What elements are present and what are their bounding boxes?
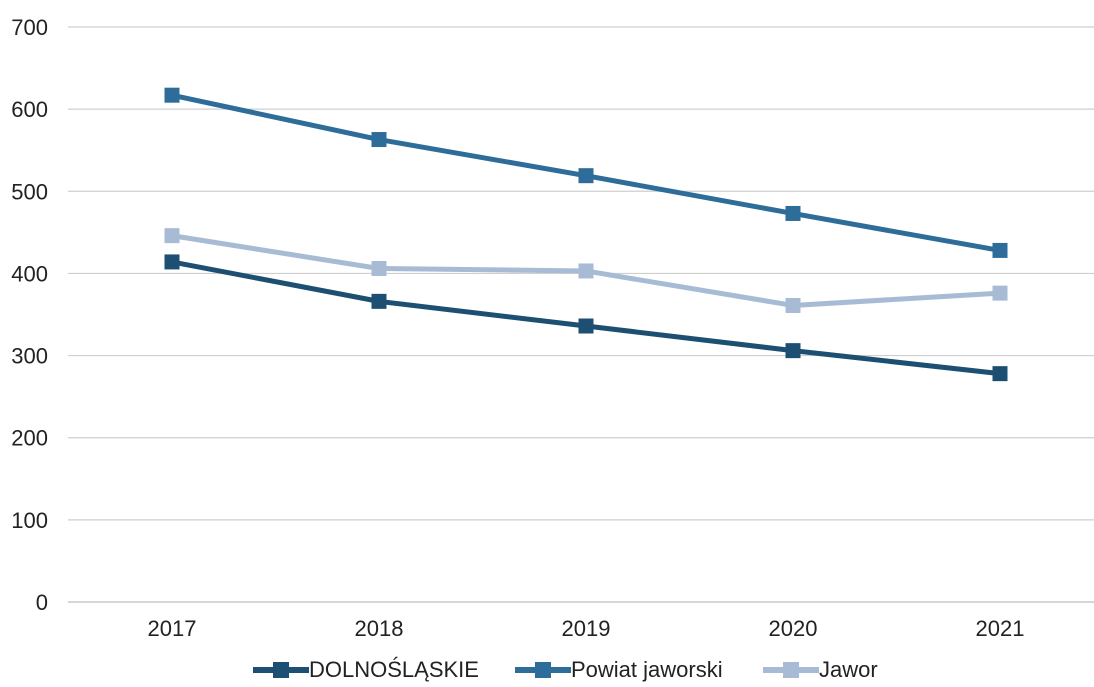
data-point-marker	[164, 228, 180, 244]
data-point-marker	[164, 87, 180, 103]
data-point-marker	[992, 242, 1008, 258]
series-2	[164, 228, 1008, 313]
series-line	[171, 259, 1001, 377]
series-1	[164, 87, 1008, 258]
legend-line-marker	[515, 662, 571, 678]
data-point-marker	[785, 297, 801, 313]
legend-label: Powiat jaworski	[571, 657, 723, 682]
y-tick-label: 700	[11, 15, 48, 40]
legend-item-jawor: Jawor	[763, 658, 878, 682]
series-lines	[164, 87, 1008, 382]
data-point-marker	[578, 263, 594, 279]
x-tick-label: 2019	[562, 616, 611, 641]
x-tick-label: 2018	[355, 616, 404, 641]
data-point-marker	[992, 285, 1008, 301]
legend-line-marker	[253, 662, 309, 678]
y-tick-label: 100	[11, 508, 48, 533]
data-point-marker	[578, 318, 594, 334]
data-point-marker	[371, 293, 387, 309]
series-0	[164, 254, 1008, 382]
y-tick-label: 400	[11, 261, 48, 286]
x-tick-label: 2017	[148, 616, 197, 641]
y-tick-label: 600	[11, 97, 48, 122]
x-axis-tick-labels: 2017 2018 2019 2020 2021	[148, 616, 1025, 641]
data-point-marker	[578, 168, 594, 184]
data-point-marker	[371, 261, 387, 276]
x-tick-label: 2020	[769, 616, 818, 641]
y-axis-tick-labels: 0 100 200 300 400 500 600 700	[11, 15, 48, 615]
y-tick-label: 500	[11, 179, 48, 204]
legend-item-dolnoslaskie: DOLNOŚLĄSKIE	[253, 658, 479, 682]
y-tick-label: 0	[36, 590, 48, 615]
legend-item-powiat-jaworski: Powiat jaworski	[515, 658, 723, 682]
data-point-marker	[164, 254, 180, 270]
legend-label: Jawor	[819, 657, 878, 682]
data-point-marker	[371, 132, 387, 148]
legend: DOLNOŚLĄSKIE Powiat jaworski Jawor	[0, 650, 1094, 687]
y-tick-label: 200	[11, 426, 48, 451]
legend-label: DOLNOŚLĄSKIE	[309, 657, 479, 682]
data-point-marker	[785, 205, 801, 221]
x-tick-label: 2021	[976, 616, 1025, 641]
data-point-marker	[992, 366, 1008, 382]
data-point-marker	[785, 343, 801, 359]
legend-line-marker	[763, 662, 819, 678]
gridlines	[68, 26, 1094, 603]
y-tick-label: 300	[11, 344, 48, 369]
